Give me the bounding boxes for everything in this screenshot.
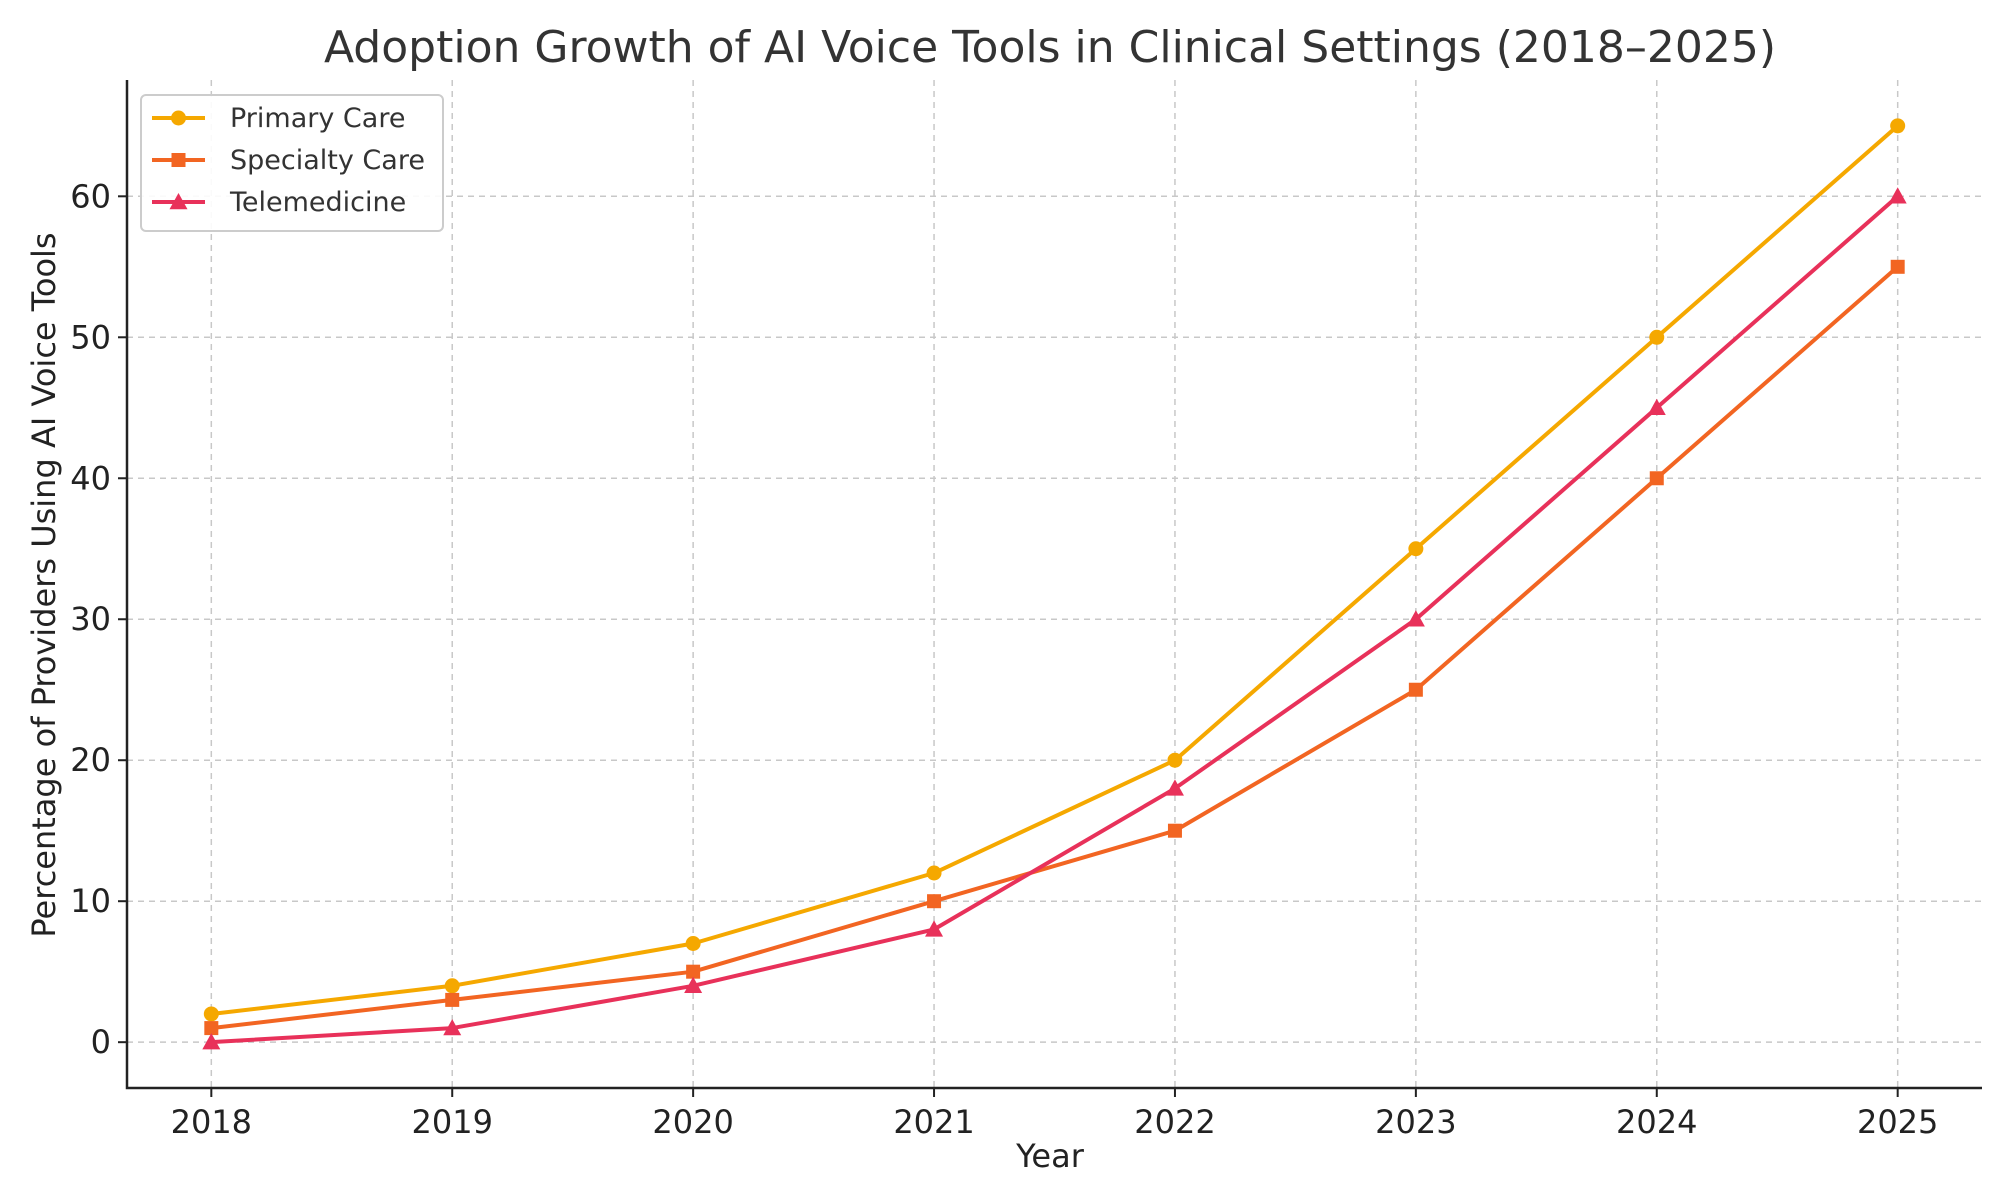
specialty-care-point	[1649, 471, 1664, 486]
y-tick-label: 40	[70, 459, 111, 497]
primary-care-point	[203, 1006, 219, 1022]
tick-labels: 2018 2019 2020 2021 2022 2023 2024 2025 0 10 20 30 4…	[70, 177, 1938, 1141]
primary-care-legend-marker	[171, 110, 186, 126]
specialty-care-point	[204, 1021, 219, 1036]
telemedicine-point	[684, 976, 703, 993]
primary-care-point	[685, 935, 701, 951]
grid-lines	[127, 80, 1982, 1088]
y-tick-label: 10	[70, 882, 111, 920]
y-tick-label: 50	[70, 318, 111, 356]
primary-care-point	[1167, 752, 1183, 768]
specialty-care-point	[1167, 823, 1182, 838]
y-tick-label: 60	[70, 177, 111, 215]
y-tick-label: 20	[70, 741, 111, 779]
specialty-care-point	[686, 964, 701, 979]
telemedicine-point	[443, 1019, 462, 1036]
telemedicine-point	[202, 1033, 221, 1050]
telemedicine-point	[1165, 779, 1184, 796]
x-tick-label: 2023	[1375, 1103, 1456, 1141]
primary-care-point	[1649, 329, 1665, 345]
telemedicine-point	[1647, 398, 1666, 415]
legend: Primary Care Specialty Care Telemedicine	[140, 94, 444, 232]
specialty-care-point	[1890, 259, 1905, 274]
telemedicine-line	[211, 194, 1900, 1045]
data-markers	[202, 118, 1907, 1050]
telemedicine-legend-label: Telemedicine	[229, 187, 406, 218]
y-tick-label: 0	[91, 1023, 111, 1061]
x-tick-label: 2025	[1857, 1103, 1938, 1141]
x-tick-label: 2018	[171, 1103, 252, 1141]
specialty-care-legend-label: Specialty Care	[230, 145, 425, 176]
specialty-care-point	[927, 894, 942, 909]
primary-care-legend-label: Primary Care	[230, 103, 405, 134]
specialty-care-legend-marker	[171, 153, 186, 167]
specialty-care-line	[211, 265, 1900, 1031]
x-tick-label: 2020	[652, 1103, 733, 1141]
x-axis-label: Year	[1015, 1137, 1085, 1175]
x-tick-label: 2024	[1616, 1103, 1697, 1141]
x-tick-label: 2021	[893, 1103, 974, 1141]
primary-care-point	[1890, 118, 1906, 134]
telemedicine-point	[925, 920, 944, 937]
axis-spines	[125, 80, 1982, 1090]
primary-care-point	[1408, 541, 1424, 557]
y-axis-label: Percentage of Providers Using AI Voice T…	[25, 232, 63, 937]
y-tick-label: 30	[70, 600, 111, 638]
primary-care-point	[444, 978, 460, 994]
x-tick-label: 2022	[1134, 1103, 1215, 1141]
telemedicine-legend-marker	[169, 193, 188, 210]
legend-box	[140, 94, 444, 232]
specialty-care-point	[445, 992, 460, 1007]
chart-title: Adoption Growth of AI Voice Tools in Cli…	[324, 22, 1776, 73]
specialty-care-point	[1408, 682, 1423, 697]
x-tick-label: 2019	[412, 1103, 493, 1141]
telemedicine-point	[1888, 187, 1907, 204]
primary-care-line	[211, 124, 1900, 1016]
primary-care-point	[926, 865, 942, 881]
telemedicine-point	[1406, 610, 1425, 627]
series-lines	[211, 124, 1900, 1045]
axes	[118, 80, 1982, 1097]
